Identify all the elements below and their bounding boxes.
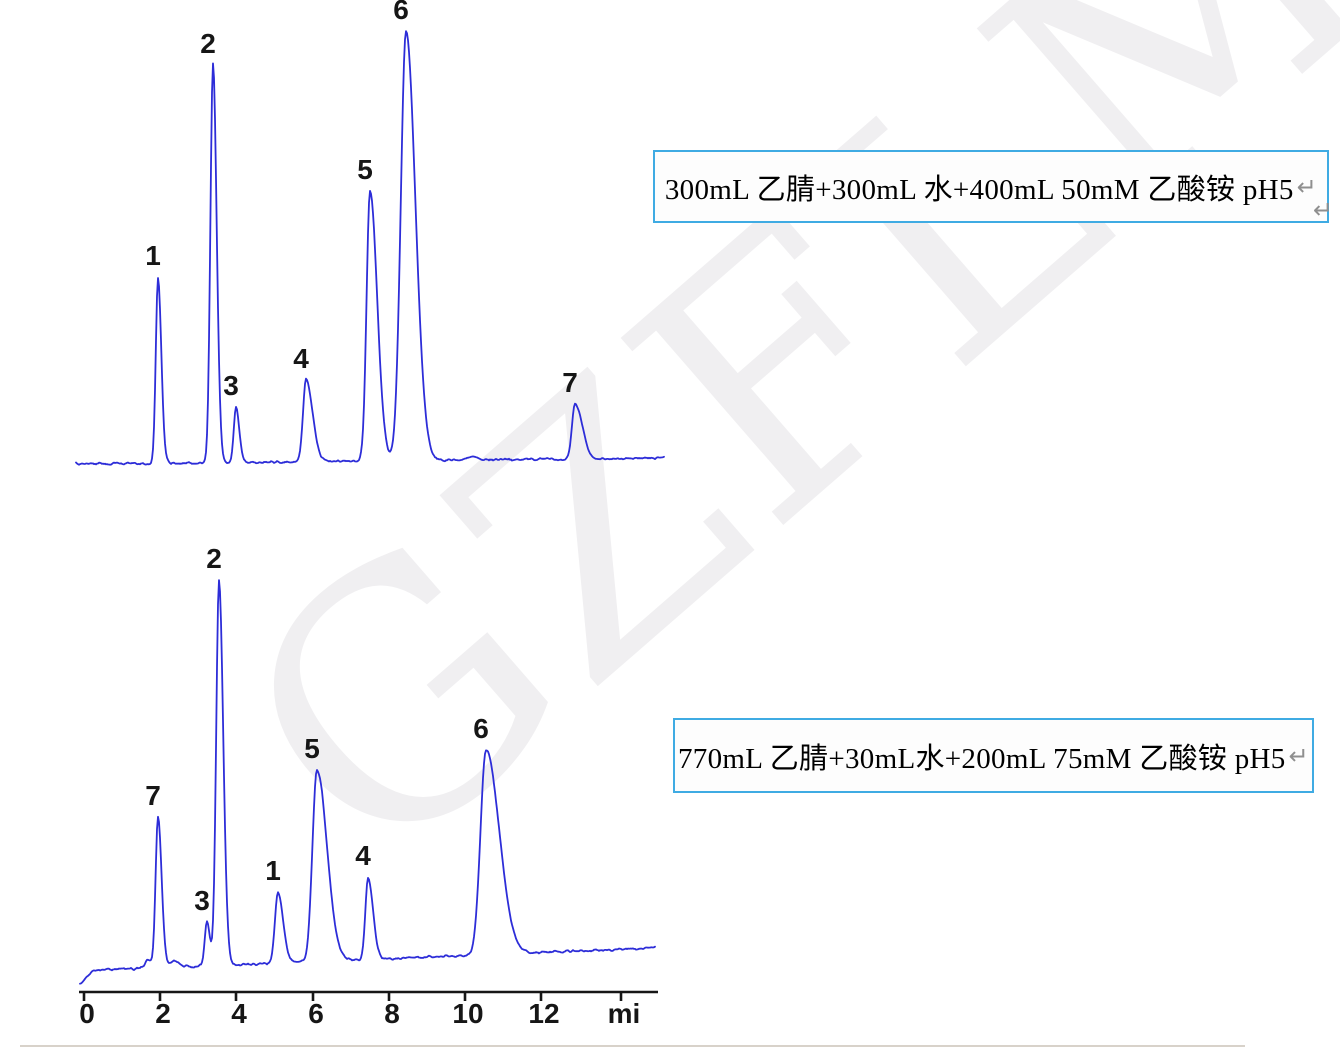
annotation-box-1-text: 300mL 乙腈+300mL 水+400mL 50mM 乙酸铵 pH5 [664, 173, 1294, 206]
mobile-phase-annotation-box-1: 300mL 乙腈+300mL 水+400mL 50mM 乙酸铵 pH5 ↵ [653, 150, 1329, 223]
axis-tick-label: 4 [231, 998, 247, 1029]
axis-tick-label: 2 [155, 998, 171, 1029]
annotation-box-2-text: 770mL 乙腈+30mL水+200mL 75mM 乙酸铵 pH5 [678, 742, 1286, 775]
axis-tick-label: 12 [528, 998, 559, 1029]
trace-chromatogram-bottom [79, 579, 656, 985]
axis-tick-label: 6 [308, 998, 324, 1029]
axis-tick-label: 8 [384, 998, 400, 1029]
paragraph-return-icon: ↵ [1296, 172, 1318, 201]
axis-tick-label: 10 [452, 998, 483, 1029]
paragraph-return-icon: ↵ [1288, 741, 1309, 770]
trace-chromatogram-top [75, 30, 665, 466]
bottom-divider-line [20, 1045, 1245, 1047]
stray-paragraph-return-icon: ↵ [1313, 196, 1334, 224]
mobile-phase-annotation-box-2: 770mL 乙腈+30mL水+200mL 75mM 乙酸铵 pH5 ↵ [673, 718, 1314, 793]
axis-unit-label: mi [608, 998, 641, 1029]
axis-tick-label: 0 [79, 998, 95, 1029]
